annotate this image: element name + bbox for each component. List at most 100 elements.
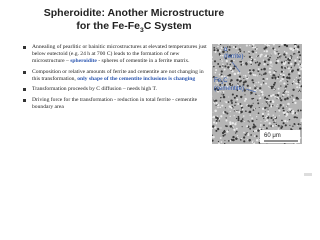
texture — [250, 104, 253, 107]
texture — [214, 109, 217, 113]
texture — [282, 107, 285, 110]
texture — [294, 116, 297, 118]
texture — [285, 90, 288, 93]
texture — [258, 127, 261, 131]
texture — [243, 140, 246, 143]
texture — [255, 93, 257, 96]
texture — [271, 104, 273, 106]
texture — [279, 57, 281, 59]
texture — [252, 53, 254, 55]
texture — [250, 91, 253, 94]
texture — [273, 83, 276, 86]
texture — [237, 115, 240, 118]
texture — [263, 73, 265, 76]
texture — [272, 119, 275, 121]
texture — [243, 55, 245, 57]
texture — [258, 54, 260, 56]
texture — [228, 139, 230, 142]
texture — [252, 43, 255, 46]
texture — [254, 61, 257, 64]
texture — [297, 109, 300, 112]
texture — [236, 109, 238, 111]
texture — [274, 95, 276, 98]
texture — [233, 72, 237, 76]
texture — [273, 121, 275, 124]
texture — [283, 63, 286, 66]
micrograph-image — [211, 42, 303, 145]
texture — [246, 125, 249, 128]
texture — [270, 94, 273, 98]
texture — [249, 127, 252, 130]
texture — [236, 98, 239, 101]
texture — [272, 94, 274, 96]
texture — [229, 63, 232, 66]
texture — [248, 75, 250, 76]
texture — [244, 121, 246, 123]
texture — [225, 125, 228, 128]
texture — [280, 42, 284, 46]
texture — [255, 51, 258, 54]
texture — [269, 56, 271, 59]
texture — [217, 106, 219, 109]
texture — [229, 110, 231, 113]
texture — [228, 44, 230, 46]
texture — [298, 90, 300, 92]
texture — [228, 100, 230, 102]
texture — [229, 139, 232, 142]
texture — [237, 119, 240, 122]
texture — [238, 80, 242, 83]
texture — [290, 66, 293, 69]
texture — [296, 86, 299, 89]
texture — [278, 81, 280, 83]
texture — [243, 51, 245, 53]
texture — [250, 134, 252, 136]
texture — [214, 50, 217, 53]
texture — [284, 124, 287, 127]
texture — [225, 48, 227, 51]
texture — [265, 50, 269, 53]
texture — [259, 73, 261, 75]
texture — [230, 99, 233, 102]
texture — [255, 46, 257, 48]
texture — [246, 76, 248, 78]
texture — [291, 56, 293, 58]
texture — [223, 76, 225, 77]
texture — [252, 109, 255, 111]
texture — [244, 110, 247, 113]
texture — [254, 87, 257, 90]
texture — [218, 73, 221, 76]
texture — [234, 123, 237, 126]
texture — [231, 84, 234, 86]
texture — [268, 67, 271, 70]
texture — [259, 97, 262, 100]
texture — [232, 67, 234, 70]
texture — [273, 50, 276, 53]
texture — [297, 71, 301, 75]
texture — [212, 125, 215, 128]
texture — [217, 45, 219, 48]
texture — [258, 62, 261, 65]
texture — [213, 100, 216, 102]
texture — [238, 85, 241, 88]
texture — [270, 116, 273, 120]
texture — [223, 111, 225, 112]
texture — [234, 46, 237, 48]
texture — [260, 93, 262, 95]
texture — [219, 137, 222, 139]
texture — [257, 112, 260, 115]
texture — [274, 97, 276, 99]
texture — [226, 46, 229, 48]
texture — [219, 54, 222, 57]
texture — [282, 75, 285, 78]
bullet: Transformation proceeds by C diffusion –… — [22, 86, 208, 93]
texture — [290, 62, 293, 66]
texture — [273, 70, 275, 72]
texture — [237, 109, 239, 111]
texture — [287, 61, 290, 65]
texture — [225, 119, 228, 122]
texture — [236, 89, 239, 92]
texture — [241, 108, 244, 111]
texture — [267, 107, 269, 109]
texture — [282, 104, 285, 106]
texture — [229, 125, 233, 128]
